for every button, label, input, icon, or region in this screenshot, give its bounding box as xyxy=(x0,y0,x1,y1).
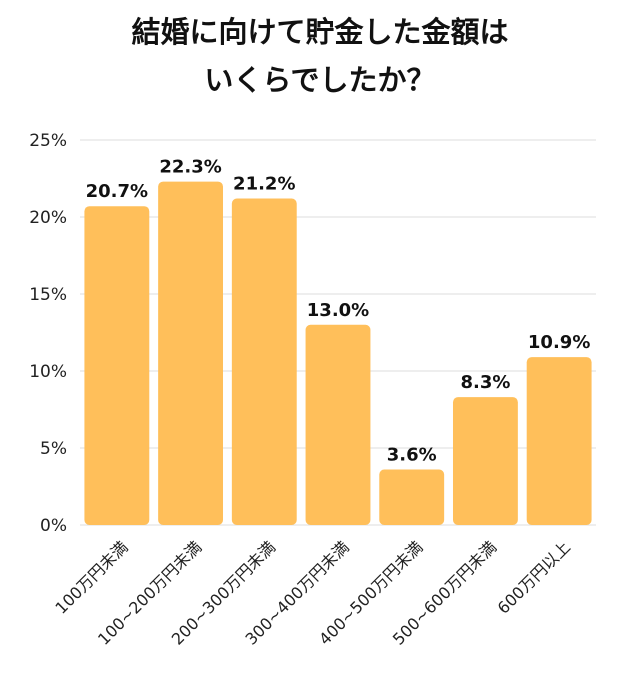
value-label-5: 8.3% xyxy=(460,372,510,393)
bar-3 xyxy=(305,324,371,525)
value-label-3: 13.0% xyxy=(307,300,369,321)
bar-4 xyxy=(379,469,445,525)
y-axis-ticks: 0% 5% 10% 15% 20% 25% xyxy=(29,131,67,536)
bar-6 xyxy=(526,357,592,525)
bar-1 xyxy=(158,181,224,525)
y-tick-label: 20% xyxy=(29,208,67,228)
x-axis-labels: 100万円未満100~200万円未満200~300万円未満300~400万円未満… xyxy=(51,537,574,648)
value-label-6: 10.9% xyxy=(528,332,590,353)
y-tick-label: 0% xyxy=(40,516,67,536)
bar-2 xyxy=(231,198,297,525)
x-tick-label-6: 600万円以上 xyxy=(494,537,574,617)
bars xyxy=(84,181,592,525)
value-label-2: 21.2% xyxy=(233,174,295,195)
chart-title-line-1: 結婚に向けて貯金した金額は xyxy=(131,15,509,49)
y-tick-label: 25% xyxy=(29,131,67,151)
y-tick-label: 15% xyxy=(29,285,67,305)
chart-title-line-2: いくらでしたか？ xyxy=(204,63,436,97)
value-label-0: 20.7% xyxy=(86,181,148,202)
bar-5 xyxy=(452,397,518,525)
x-tick-label-0: 100万円未満 xyxy=(51,537,131,617)
y-tick-label: 10% xyxy=(29,362,67,382)
value-labels: 20.7% 22.3% 21.2% 13.0% 3.6% 8.3% 10.9% xyxy=(86,157,591,466)
value-label-4: 3.6% xyxy=(387,445,437,466)
value-label-1: 22.3% xyxy=(159,157,221,178)
bar-0 xyxy=(84,206,150,525)
y-tick-label: 5% xyxy=(40,439,67,459)
